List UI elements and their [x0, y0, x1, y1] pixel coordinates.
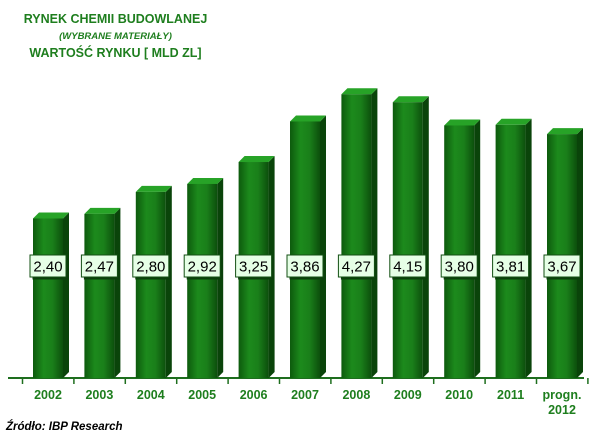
bar-top: [33, 212, 69, 219]
bar-top: [392, 96, 429, 103]
data-label-text: 2,40: [33, 259, 62, 276]
x-tick-label: 2006: [240, 388, 268, 402]
data-label: 2,80: [132, 254, 172, 280]
data-label-text: 3,80: [445, 259, 474, 276]
bar: [341, 88, 378, 379]
bar-side: [577, 128, 583, 378]
data-label: 3,86: [286, 254, 326, 280]
bar: [495, 118, 532, 378]
data-label-text: 3,86: [290, 259, 319, 276]
bar-top: [238, 156, 275, 163]
bar-front: [135, 191, 166, 378]
chart-title-block: RYNEK CHEMII BUDOWLANEJ (WYBRANE MATERIA…: [8, 10, 223, 63]
source-note: Źródło: IBP Research: [6, 421, 123, 433]
bar-side: [422, 96, 429, 379]
data-label-text: 2,80: [136, 259, 165, 276]
data-label-box: [235, 254, 273, 278]
bar: [33, 212, 69, 378]
x-tick-label: progn. 2012: [543, 388, 582, 417]
data-label: 3,25: [235, 254, 275, 280]
bar-side: [63, 212, 69, 378]
data-label-text: 3,81: [496, 259, 525, 276]
x-tick-label: 2004: [137, 388, 165, 402]
data-label: 3,67: [543, 254, 583, 280]
chart-title: RYNEK CHEMII BUDOWLANEJ: [23, 12, 208, 26]
data-label-box: [183, 254, 221, 278]
data-label: 2,47: [80, 254, 120, 280]
data-label: 2,40: [29, 254, 69, 280]
x-tick-label: 2002: [34, 388, 62, 402]
data-label: 2,92: [183, 254, 223, 280]
bar-front: [290, 121, 320, 379]
data-label-box: [132, 254, 170, 278]
bar-side: [371, 88, 378, 379]
bar-front: [341, 94, 372, 379]
data-label-box: [440, 254, 478, 278]
data-label-text: 4,27: [342, 259, 371, 276]
bar-side: [114, 207, 121, 378]
bar: [392, 96, 429, 379]
bar-front: [33, 218, 63, 378]
bar-top: [547, 128, 583, 135]
bar-side: [525, 118, 532, 378]
data-label-box: [543, 254, 581, 278]
data-label-box: [389, 254, 427, 278]
data-label: 3,80: [440, 254, 480, 280]
data-label-box: [286, 254, 324, 278]
data-label-text: 4,15: [393, 259, 422, 276]
data-label-box: [80, 254, 118, 278]
data-label-text: 3,25: [239, 259, 268, 276]
bar-top: [84, 207, 121, 214]
bar-front: [444, 125, 475, 378]
data-label: 4,27: [337, 254, 377, 280]
bar-side: [165, 185, 172, 378]
x-tick-label: 2007: [291, 388, 319, 402]
x-tick-label: 2008: [342, 388, 370, 402]
bar: [444, 119, 481, 378]
data-label: 3,81: [492, 254, 532, 280]
x-tick-label: 2011: [497, 388, 524, 402]
bar-front: [187, 183, 218, 378]
bar-side: [320, 115, 326, 379]
bar-top: [135, 185, 172, 192]
bar-front: [495, 124, 526, 378]
bar: [84, 207, 121, 378]
data-label-box: [337, 254, 375, 278]
bar-front: [392, 102, 423, 379]
data-label-text: 3,67: [547, 259, 576, 276]
data-label: 4,15: [389, 254, 429, 280]
data-label-box: [492, 254, 530, 278]
bar-top: [444, 119, 481, 126]
bar-top: [341, 88, 378, 95]
data-label-text: 2,47: [85, 259, 114, 276]
bar-side: [474, 119, 481, 378]
data-label-text: 2,92: [188, 259, 217, 276]
bar: [135, 185, 172, 378]
x-tick-label: 2010: [445, 388, 473, 402]
x-tick-label: 2005: [188, 388, 216, 402]
bar: [290, 115, 326, 379]
x-tick-label: 2009: [394, 388, 422, 402]
y-axis-label: WARTOŚĆ RYNKU [ MLD ZL]: [29, 46, 202, 60]
bar-top: [187, 177, 224, 184]
x-tick-label: 2003: [85, 388, 113, 402]
bar-front: [84, 213, 115, 378]
data-label-box: [29, 254, 67, 278]
bar-top: [290, 115, 326, 122]
chart-subtitle: (WYBRANE MATERIAŁY): [59, 31, 172, 42]
bar: [547, 128, 583, 378]
bar-top: [495, 118, 532, 125]
